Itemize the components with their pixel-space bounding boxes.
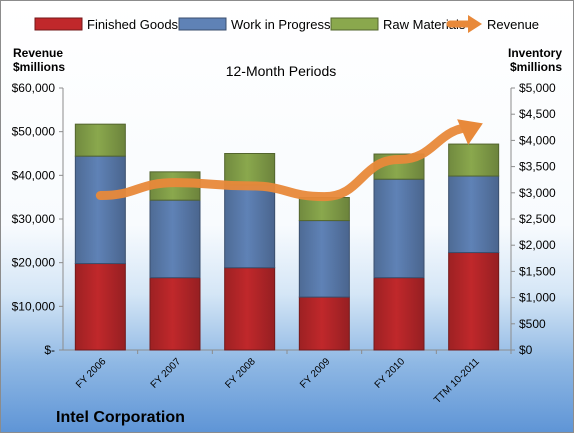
legend-swatch-arrowhead — [468, 15, 482, 33]
right-tick-label: $1,000 — [519, 291, 556, 305]
legend-swatch — [34, 17, 83, 31]
bar-raw-materials — [74, 123, 126, 157]
right-tick-label: $1,500 — [519, 264, 556, 278]
revenue-arrowhead — [457, 119, 483, 145]
right-tick-label: $5,000 — [519, 81, 556, 95]
bar-work-in-progress — [74, 155, 126, 265]
right-tick-label: $3,500 — [519, 160, 556, 174]
right-tick-label: $4,500 — [519, 107, 556, 121]
right-tick-label: $4,000 — [519, 133, 556, 147]
right-tick-label: $500 — [519, 317, 546, 331]
left-tick-label: $20,000 — [12, 256, 56, 270]
bar-work-in-progress — [298, 220, 350, 298]
left-axis-title-line1: Revenue — [13, 46, 63, 60]
right-axis-title-line2: $millions — [510, 60, 562, 74]
bar-work-in-progress — [224, 184, 276, 269]
left-tick-label: $40,000 — [12, 168, 56, 182]
left-tick-label: $30,000 — [12, 212, 56, 226]
legend-swatch — [178, 17, 227, 31]
legend-label: Work in Progress — [231, 17, 331, 32]
bar-finished-goods — [149, 277, 201, 351]
left-tick-label: $- — [44, 343, 55, 357]
bar-finished-goods — [224, 267, 276, 351]
bar-work-in-progress — [373, 178, 425, 279]
legend-swatch — [330, 17, 379, 31]
category-label: FY 2009 — [298, 356, 333, 391]
legend: Finished Goods Work in Progress Raw Materi… — [34, 15, 539, 33]
category-label: TTM 10-2011 — [432, 356, 482, 406]
right-tick-label: $3,000 — [519, 186, 556, 200]
bar-finished-goods — [448, 252, 500, 351]
category-label: FY 2008 — [223, 356, 258, 391]
legend-label: Finished Goods — [87, 17, 179, 32]
right-tick-label: $2,500 — [519, 212, 556, 226]
left-tick-label: $50,000 — [12, 125, 56, 139]
revenue-line — [95, 122, 479, 202]
bar-raw-materials — [448, 143, 500, 177]
left-tick-label: $10,000 — [12, 299, 56, 313]
category-label: FY 2007 — [149, 356, 184, 391]
right-tick-label: $2,000 — [519, 238, 556, 252]
bar-work-in-progress — [149, 199, 201, 279]
category-label: FY 2010 — [373, 356, 408, 391]
legend-label: Revenue — [487, 17, 539, 32]
bar-work-in-progress — [448, 175, 500, 254]
chart-subtitle: 12-Month Periods — [226, 63, 337, 79]
left-tick-label: $60,000 — [12, 81, 56, 95]
company-name: Intel Corporation — [56, 409, 185, 426]
right-tick-label: $0 — [519, 343, 533, 357]
plot-area: $- $10,000 $20,000 $30,000 $40,000 $50,000 $60… — [12, 81, 556, 406]
bar-finished-goods — [74, 263, 126, 351]
bar-finished-goods — [373, 277, 425, 351]
category-label: FY 2006 — [74, 356, 109, 391]
bar-raw-materials — [224, 153, 276, 186]
left-axis-title-line2: $millions — [13, 60, 65, 74]
legend-label: Raw Materials — [383, 17, 466, 32]
bar-finished-goods — [298, 296, 350, 351]
right-axis-title-line1: Inventory — [508, 46, 562, 60]
